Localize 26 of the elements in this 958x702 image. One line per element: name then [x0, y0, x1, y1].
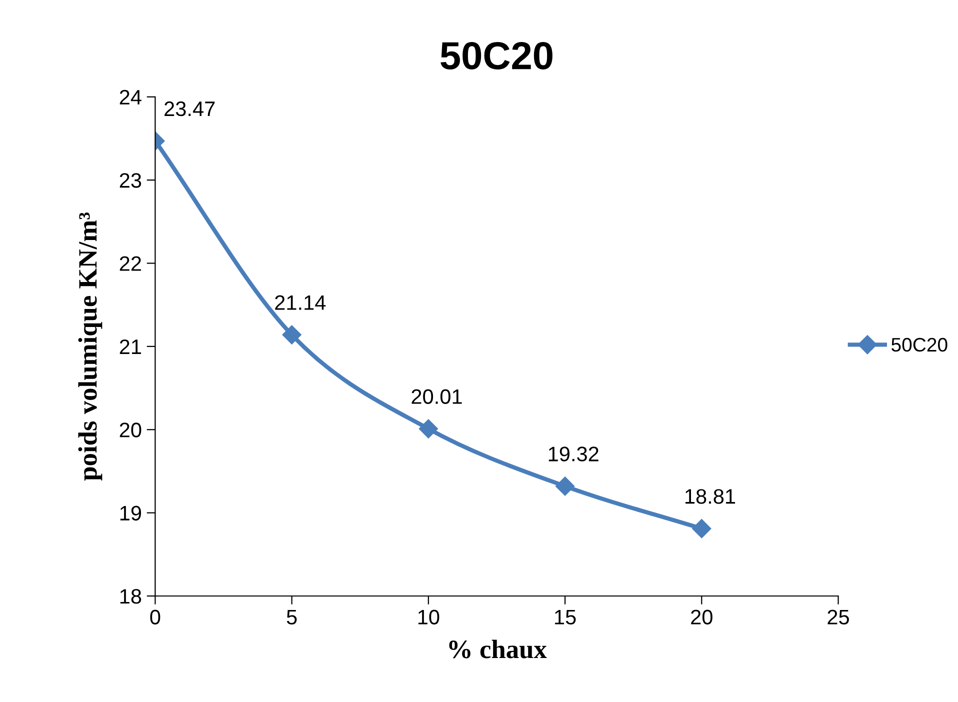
data-label: 20.01: [412, 389, 462, 404]
x-tick-label: 25: [828, 610, 849, 624]
y-tick-label: 19: [120, 506, 142, 521]
point: [418, 419, 438, 438]
x-tick-label: 15: [555, 610, 576, 624]
y-tick-label: 20: [120, 422, 142, 438]
chart-title: 50C20: [440, 42, 552, 70]
data-label: 19.32: [548, 446, 598, 462]
y-tick-label: 22: [120, 256, 141, 271]
point: [555, 476, 575, 496]
x-axis-title: % chaux: [449, 640, 547, 658]
data-label: 23.47: [164, 101, 215, 116]
y-tick-label: 21: [120, 339, 141, 354]
point: [282, 325, 302, 344]
x-tick-label: 20: [691, 610, 712, 624]
data-label: 18.81: [685, 489, 736, 504]
point: [692, 519, 712, 538]
legend-label: 50C20: [892, 338, 948, 352]
x-tick-label: 10: [418, 610, 440, 624]
y-tick-label: 18: [120, 589, 142, 604]
data-label: 21.14: [275, 295, 326, 310]
y-axis-title: poids volumique KN/m³: [78, 212, 102, 481]
x-tick-label: 5: [286, 610, 297, 624]
y-tick-label: 23: [120, 173, 142, 188]
x-tick-label: 0: [150, 610, 160, 624]
y-tick-label: 24: [120, 90, 142, 104]
